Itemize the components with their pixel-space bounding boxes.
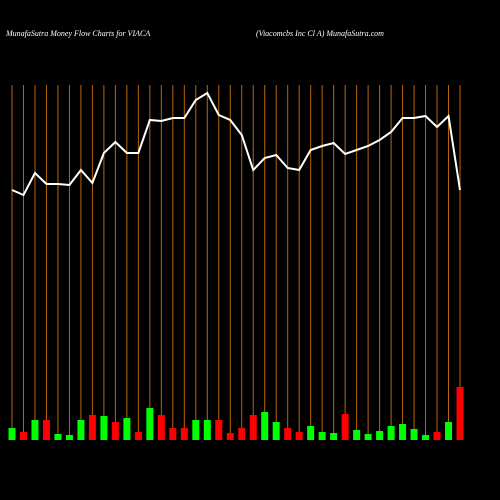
volume-bar [456, 387, 464, 440]
volume-bar [88, 415, 96, 440]
volume-bar [387, 426, 395, 440]
volume-bar [353, 430, 361, 440]
volume-bar [249, 415, 257, 440]
chart-subtitle: (Viacomcbs Inc Cl A) MunafaSutra.com [256, 29, 384, 38]
volume-bar [134, 432, 142, 440]
volume-bar [433, 432, 441, 440]
volume-bar [238, 428, 246, 440]
volume-bar [100, 416, 108, 440]
volume-bar [42, 420, 50, 440]
volume-bar [399, 424, 407, 440]
volume-bar [215, 420, 223, 440]
volume-bar [54, 434, 62, 440]
volume-bar [410, 429, 418, 440]
volume-bar [146, 408, 154, 440]
volume-bar [111, 422, 119, 440]
volume-bar [123, 418, 131, 440]
volume-bar [65, 435, 73, 440]
volume-bar [19, 432, 27, 440]
volume-bar [364, 434, 372, 440]
volume-bar [203, 420, 211, 440]
volume-bar [376, 431, 384, 440]
money-flow-line [11, 91, 461, 197]
chart-title: MunafaSutra Money Flow Charts for VIACA [5, 29, 150, 38]
volume-bar [422, 435, 430, 440]
volume-bar [31, 420, 39, 440]
volume-bar [192, 420, 200, 440]
volume-bar [341, 414, 349, 440]
volume-bar [272, 422, 280, 440]
volume-bar [8, 428, 16, 440]
volume-bar [318, 432, 326, 440]
volume-bar [180, 428, 188, 440]
volume-bar [445, 422, 453, 440]
volume-bar [157, 415, 165, 440]
volume-bar [169, 428, 177, 440]
volume-bar [261, 412, 269, 440]
volume-bar [77, 420, 85, 440]
volume-bar [226, 433, 234, 440]
volume-bar [284, 428, 292, 440]
volume-bar [330, 433, 338, 440]
volume-bar [307, 426, 315, 440]
volume-bar [295, 432, 303, 440]
